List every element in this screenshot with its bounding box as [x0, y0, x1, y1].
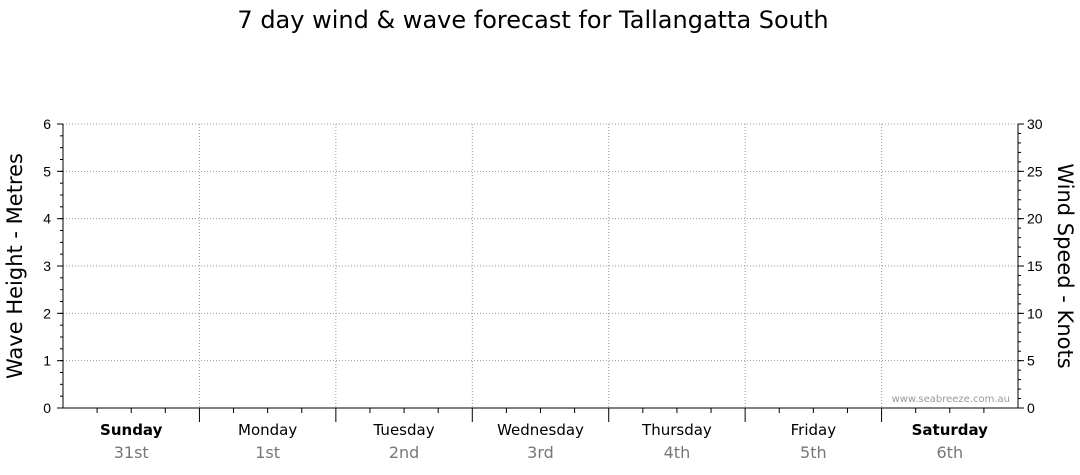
x-axis-day-labels: Sunday 31st Monday 1st Tuesday 2nd Wednesday 3r… — [100, 421, 988, 462]
day-date: 31st — [114, 443, 149, 462]
right-tick-label: 10 — [1027, 305, 1043, 321]
right-tick-label: 15 — [1027, 258, 1043, 274]
day-label: Monday — [238, 421, 297, 439]
left-tick-label: 6 — [43, 116, 51, 132]
day-label: Sunday — [100, 421, 163, 439]
grid — [63, 123, 1018, 408]
day-label: Saturday — [912, 421, 989, 439]
left-y-axis: 0 1 2 3 4 5 6 — [43, 116, 63, 416]
left-axis-title: Wave Height - Metres — [3, 153, 27, 379]
right-tick-label: 5 — [1027, 353, 1035, 369]
chart-title: 7 day wind & wave forecast for Tallangat… — [237, 6, 828, 34]
left-tick-label: 5 — [43, 163, 51, 179]
right-tick-label: 0 — [1027, 400, 1035, 416]
right-y-axis: 0 5 10 15 20 25 30 — [1018, 116, 1043, 416]
day-label: Tuesday — [373, 421, 435, 439]
left-tick-label: 1 — [43, 353, 51, 369]
day-date: 3rd — [527, 443, 554, 462]
day-date: 4th — [664, 443, 691, 462]
day-date: 2nd — [389, 443, 419, 462]
right-axis-title: Wind Speed - Knots — [1053, 163, 1077, 368]
left-tick-label: 4 — [43, 211, 51, 227]
left-tick-label: 3 — [43, 258, 51, 274]
day-label: Wednesday — [497, 421, 584, 439]
right-tick-label: 25 — [1027, 163, 1043, 179]
day-date: 1st — [255, 443, 280, 462]
day-label: Thursday — [641, 421, 712, 439]
right-tick-label: 20 — [1027, 211, 1043, 227]
day-date: 5th — [800, 443, 827, 462]
right-tick-label: 30 — [1027, 116, 1043, 132]
watermark: www.seabreeze.com.au — [892, 394, 1010, 405]
day-date: 6th — [936, 443, 963, 462]
day-label: Friday — [791, 421, 837, 439]
axes — [62, 124, 1019, 422]
left-tick-label: 2 — [43, 305, 51, 321]
left-tick-label: 0 — [43, 400, 51, 416]
